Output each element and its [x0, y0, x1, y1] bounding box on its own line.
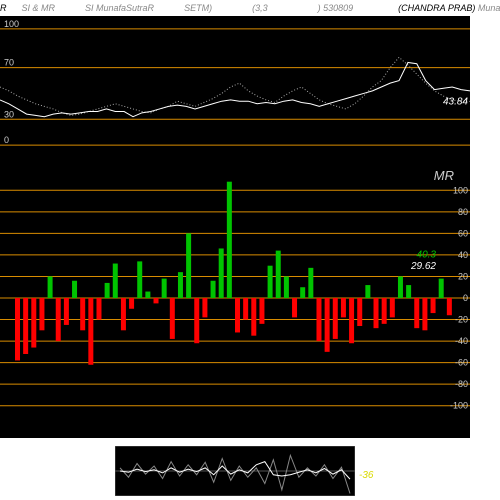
mr-chart: -100 -80 -60 -40 -20 0 20 40 60 80 100 MR 40.329.62: [0, 158, 470, 438]
svg-text:29.62: 29.62: [410, 261, 436, 272]
header-segment: MunafaSutra.com: [475, 3, 500, 13]
header-segment: (3,3: [212, 3, 268, 13]
svg-text:100: 100: [4, 19, 19, 29]
svg-text:0: 0: [4, 135, 9, 145]
svg-text:0: 0: [463, 293, 468, 303]
svg-text:30: 30: [4, 109, 14, 119]
header-bar: R SI & MR SI MunafaSutraR SETM) (3,3 ) 5…: [0, 0, 500, 16]
svg-text:40.3: 40.3: [417, 250, 437, 261]
header-segment: (CHANDRA PRAB): [353, 3, 475, 13]
svg-text:-60: -60: [455, 358, 468, 368]
svg-text:MR: MR: [434, 168, 454, 183]
current-value: -36: [359, 470, 373, 481]
svg-text:-40: -40: [455, 336, 468, 346]
svg-text:80: 80: [458, 207, 468, 217]
header-segment: SETM): [154, 3, 212, 13]
svg-text:60: 60: [458, 228, 468, 238]
svg-text:20: 20: [458, 271, 468, 281]
svg-text:40: 40: [458, 250, 468, 260]
rsi-chart: 0 30 70 100 43.84: [0, 16, 470, 158]
chart-area: 0 30 70 100 43.84 -100 -80 -60 -40 -20 0 20 40 60 80 1…: [0, 16, 500, 500]
header-segment: ) 530809: [268, 3, 354, 13]
svg-text:-100: -100: [450, 401, 468, 411]
header-segment: SI & MR: [7, 3, 56, 13]
svg-text:-80: -80: [455, 379, 468, 389]
svg-text:43.84: 43.84: [443, 96, 468, 107]
bottom-oscillator: [115, 446, 355, 496]
current-value: -13: [359, 460, 373, 471]
header-segment: SI MunafaSutraR: [55, 3, 154, 13]
svg-text:-20: -20: [455, 315, 468, 325]
svg-text:100: 100: [453, 185, 468, 195]
chart-container: R SI & MR SI MunafaSutraR SETM) (3,3 ) 5…: [0, 0, 500, 500]
svg-text:70: 70: [4, 58, 14, 68]
